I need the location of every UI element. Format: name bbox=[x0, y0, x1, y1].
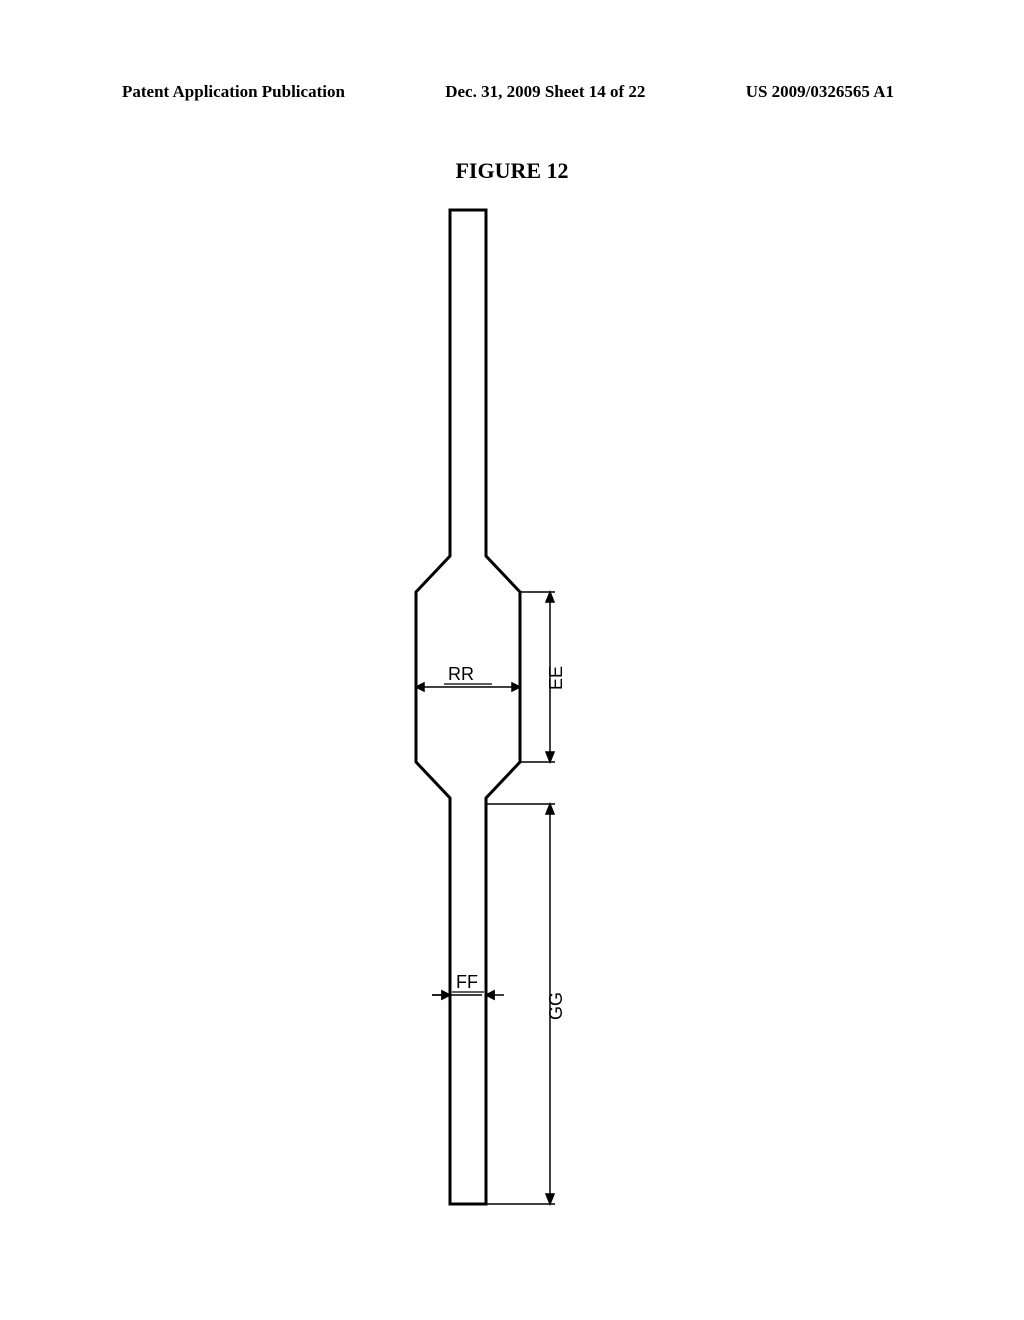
shape-svg: RR EE FF bbox=[210, 200, 810, 1220]
label-gg: GG bbox=[546, 992, 566, 1020]
label-ff: FF bbox=[456, 972, 478, 992]
header-right: US 2009/0326565 A1 bbox=[746, 82, 894, 102]
header-left: Patent Application Publication bbox=[122, 82, 345, 102]
figure-diagram: RR EE FF bbox=[210, 200, 810, 1220]
header-center: Dec. 31, 2009 Sheet 14 of 22 bbox=[445, 82, 645, 102]
page-header: Patent Application Publication Dec. 31, … bbox=[0, 82, 1024, 102]
label-rr: RR bbox=[448, 664, 474, 684]
figure-title: FIGURE 12 bbox=[0, 158, 1024, 184]
label-ee: EE bbox=[546, 666, 566, 690]
